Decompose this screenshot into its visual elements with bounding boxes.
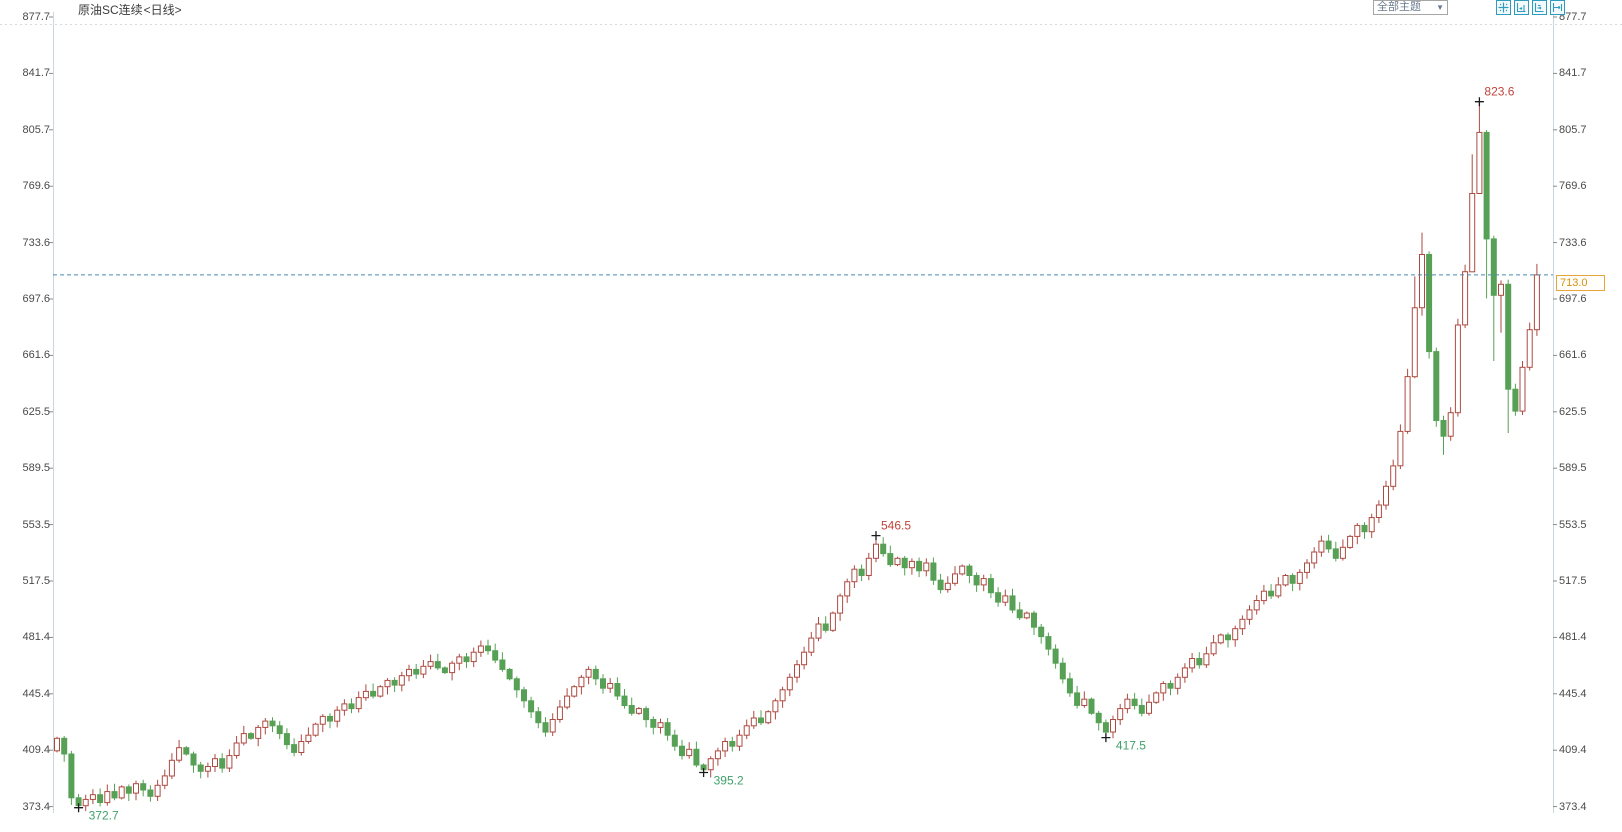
chart-toolbar: 全部主题 ▼ [1373, 0, 1565, 16]
y-axis-label-right: 697.6 [1559, 293, 1587, 305]
y-axis-label-right: 409.4 [1559, 744, 1587, 757]
chevron-down-icon: ▼ [1436, 3, 1444, 12]
theme-dropdown-label: 全部主题 [1377, 1, 1421, 13]
y-axis-label-right: 733.6 [1559, 236, 1587, 249]
y-axis-label-left: 841.7 [22, 67, 50, 80]
go-to-latest-button[interactable] [1550, 0, 1565, 15]
y-axis-label-left: 805.7 [22, 123, 50, 136]
theme-dropdown[interactable]: 全部主题 ▼ [1373, 0, 1448, 15]
y-axis-label-left: 409.4 [22, 744, 50, 757]
svg-text:372.7: 372.7 [89, 809, 119, 823]
y-axis-label-right: 769.6 [1559, 180, 1587, 193]
y-axis-label-left: 373.4 [22, 800, 50, 813]
y-axis-label-left: 877.7 [22, 11, 50, 23]
y-axis-label-left: 445.4 [22, 687, 50, 700]
y-axis-label-right: 589.5 [1559, 462, 1587, 475]
y-axis-label-right: 373.4 [1559, 800, 1587, 813]
instrument-name: 原油SC连续 [78, 3, 143, 17]
svg-text:823.6: 823.6 [1484, 85, 1514, 99]
y-axis-label-left: 733.6 [22, 236, 50, 249]
y-axis-label-right: 553.5 [1559, 518, 1587, 531]
y-axis-label-right: 481.4 [1559, 631, 1587, 644]
svg-text:395.2: 395.2 [714, 774, 744, 788]
y-axis-label-left: 589.5 [22, 462, 50, 475]
crosshair-icon [1498, 2, 1509, 13]
svg-text:417.5: 417.5 [1116, 739, 1146, 753]
y-axis-label-left: 625.5 [22, 405, 50, 418]
y-axis-label-left: 517.5 [22, 575, 50, 587]
swing-annotation: 823.6 [1474, 85, 1515, 107]
last-price-tag: 713.0 [1556, 275, 1605, 291]
y-axis-label-right: 445.4 [1559, 687, 1587, 700]
period-label: <日线> [143, 3, 182, 17]
svg-text:546.5: 546.5 [881, 519, 911, 533]
y-axis-label-right: 805.7 [1559, 123, 1587, 136]
fit-right-icon [1534, 3, 1544, 13]
fit-left-icon [1516, 3, 1526, 13]
instrument-title: 原油SC连续<日线> [78, 1, 182, 18]
swing-annotation: 372.7 [74, 803, 119, 823]
y-axis-label-left: 769.6 [22, 180, 50, 193]
y-axis-label-left: 697.6 [22, 293, 50, 305]
y-axis-label-right: 661.6 [1559, 349, 1587, 362]
fit-right-button[interactable] [1532, 0, 1547, 15]
y-axis-label-right: 841.7 [1559, 67, 1587, 80]
candles [54, 101, 1540, 812]
swing-annotation: 395.2 [699, 768, 744, 788]
swing-annotation: 546.5 [871, 519, 911, 541]
go-to-latest-icon [1552, 3, 1563, 12]
y-axis-label-right: 877.7 [1559, 11, 1587, 23]
swing-annotation: 417.5 [1101, 733, 1146, 753]
y-axis-label-left: 661.6 [22, 349, 50, 362]
y-axis-label-right: 517.5 [1559, 575, 1587, 587]
y-axis-label-right: 625.5 [1559, 405, 1587, 418]
y-axis-label-left: 481.4 [22, 631, 50, 644]
fit-left-button[interactable] [1514, 0, 1529, 15]
chart-tool-buttons [1493, 0, 1565, 15]
crosshair-button[interactable] [1496, 0, 1511, 15]
y-axis-label-left: 553.5 [22, 518, 50, 531]
